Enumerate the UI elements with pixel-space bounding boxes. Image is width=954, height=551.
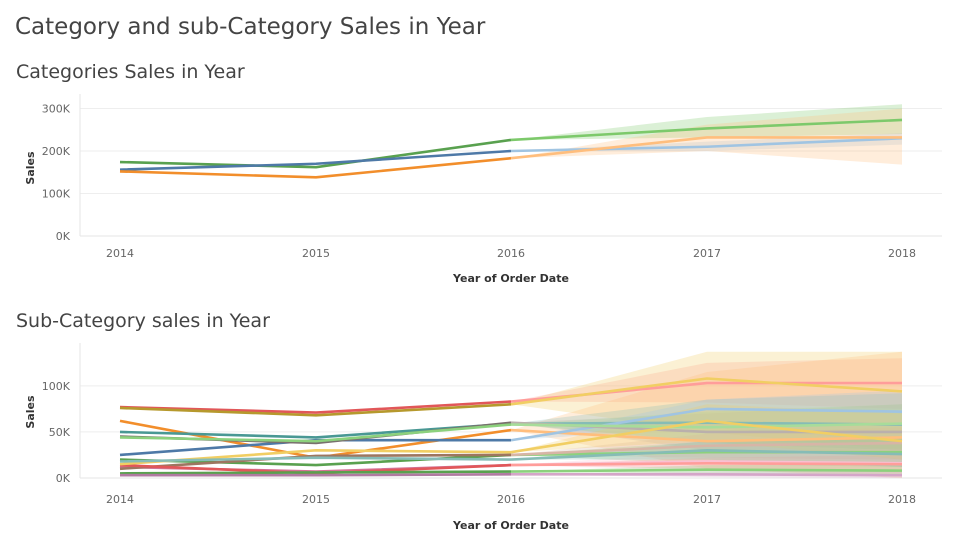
forecast-line [510, 428, 903, 443]
x-tick-label: 2015 [302, 247, 330, 260]
y-tick-label: 100K [42, 188, 71, 201]
forecast-line [510, 422, 903, 429]
forecast-line [510, 441, 903, 457]
forecast-line [510, 407, 903, 442]
series-line [119, 470, 512, 475]
x-tick-label: 2015 [302, 493, 330, 506]
forecast-line [510, 449, 903, 461]
series-line [119, 423, 512, 443]
x-axis-label: Year of Order Date [452, 519, 569, 532]
subcategory-chart-title: Sub-Category sales in Year [16, 310, 270, 332]
series-line [119, 138, 512, 169]
x-tick-label: 2016 [497, 493, 525, 506]
forecast-line [511, 473, 903, 477]
series-line [119, 400, 512, 414]
y-tick-label: 0K [56, 230, 71, 243]
forecast-line [510, 419, 903, 454]
y-tick-label: 300K [42, 103, 71, 116]
y-tick-label: 200K [42, 145, 71, 158]
x-tick-label: 2014 [106, 493, 134, 506]
series-line [119, 402, 512, 417]
x-axis-label: Year of Order Date [452, 272, 569, 285]
x-tick-label: 2017 [693, 247, 721, 260]
forecast-line [510, 136, 903, 153]
x-tick-label: 2017 [693, 493, 721, 506]
series-line [119, 149, 512, 171]
y-axis-label: Sales [24, 151, 37, 185]
series-line [120, 473, 512, 477]
y-tick-label: 50K [49, 426, 71, 439]
dashboard-title: Category and sub-Category Sales in Year [15, 14, 486, 40]
forecast-band [511, 104, 902, 140]
forecast-line [510, 377, 903, 406]
x-tick-label: 2014 [106, 247, 134, 260]
forecast-line [510, 136, 902, 160]
x-tick-label: 2018 [888, 493, 916, 506]
forecast-line [510, 468, 903, 473]
categories-chart-title: Categories Sales in Year [16, 61, 245, 83]
y-tick-label: 100K [42, 380, 71, 393]
forecast-band [511, 404, 902, 455]
x-tick-label: 2018 [888, 247, 916, 260]
series-line [119, 453, 512, 471]
series-line [119, 456, 512, 463]
y-axis-label: Sales [24, 395, 37, 429]
x-tick-label: 2016 [497, 247, 525, 260]
series-line [119, 156, 512, 179]
forecast-line [510, 118, 903, 142]
forecast-line [510, 461, 903, 467]
y-tick-label: 0K [56, 472, 71, 485]
